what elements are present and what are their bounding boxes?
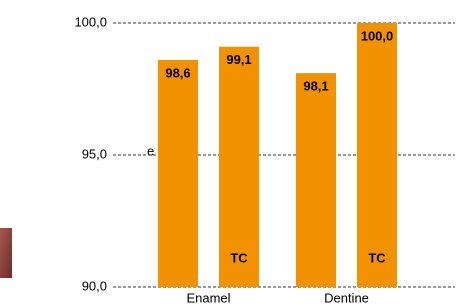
bar <box>357 23 397 287</box>
value-label: 99,1 <box>226 52 251 67</box>
value-label: 98,6 <box>165 65 190 80</box>
bar <box>296 73 336 287</box>
y-tick-label: 100,0 <box>74 14 107 29</box>
value-label: 100,0 <box>361 28 394 43</box>
x-tick-label: Dentine <box>324 290 369 305</box>
chart: e 90,0 95,0 100,0 98,6 99,1 TC Enamel 98,1 100,0… <box>0 0 467 308</box>
y-tick-label: 90,0 <box>82 278 107 293</box>
bar-annotation: TC <box>368 250 386 265</box>
cropped-image <box>0 228 12 278</box>
bar-annotation: TC <box>230 250 248 265</box>
cropped-text: e <box>147 143 154 158</box>
x-tick-label: Enamel <box>186 290 230 305</box>
value-label: 98,1 <box>303 79 328 94</box>
y-tick-label: 95,0 <box>82 146 107 161</box>
bar <box>158 60 198 287</box>
